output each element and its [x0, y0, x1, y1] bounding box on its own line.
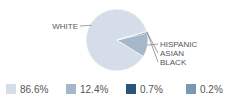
legend-label: 86.6%: [20, 84, 48, 95]
leader-line: [80, 25, 91, 27]
legend-label: 0.7%: [140, 84, 163, 95]
legend: 86.6% 12.4% 0.7% 0.2%: [6, 84, 223, 95]
legend-label: 12.4%: [80, 84, 108, 95]
pie-slice: [117, 32, 147, 40]
legend-swatch: [126, 84, 136, 94]
legend-swatch: [186, 84, 196, 94]
chart: WHITE HISPANICASIANBLACK 86.6% 12.4% 0.7% 0.2…: [0, 0, 240, 100]
leader-line: [147, 32, 158, 53]
legend-swatch: [66, 84, 76, 94]
labels: WHITE HISPANICASIANBLACK: [52, 22, 197, 67]
leader-line: [148, 44, 158, 45]
category-label: ASIAN: [160, 49, 184, 58]
category-label: BLACK: [160, 58, 187, 67]
pie-slice: [117, 31, 147, 40]
legend-label: 0.2%: [200, 84, 223, 95]
legend-swatch: [6, 84, 16, 94]
leader-line: [147, 32, 158, 62]
category-label: WHITE: [52, 22, 78, 31]
category-label: HISPANIC: [160, 40, 197, 49]
pie: [86, 9, 148, 71]
